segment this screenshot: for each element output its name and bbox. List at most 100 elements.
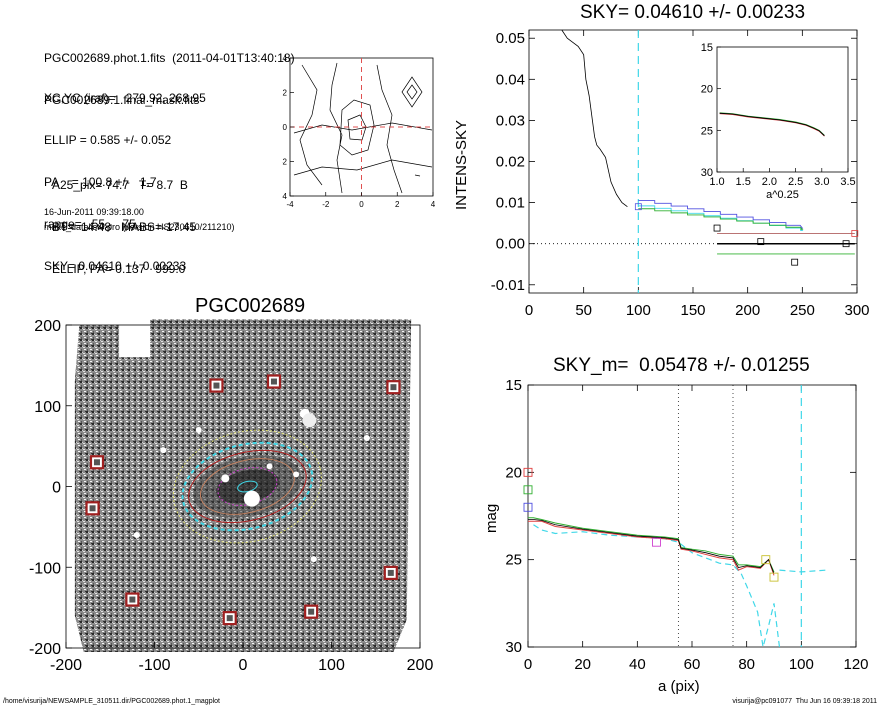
star-marker-core [308,608,315,615]
star-marker-core [89,505,96,512]
y-tick-label: 0.05 [496,30,525,47]
y-tick-label: 0.01 [496,195,525,212]
header-line: PGC002689.phot.1.fits (2011-04-01T13:40:… [44,51,295,65]
mag-title: SKY_m= 0.05478 +/- 0.01255 [553,355,810,376]
mask-blob [243,490,260,507]
x-tick-label: -2 [322,200,330,209]
mask-blob [195,426,202,433]
x-tick-label: 0 [524,656,532,673]
footer-user: visurija@pc091077 Thu Jun 16 09:39:18 20… [732,698,877,705]
red-profile [528,520,775,576]
data-box [713,224,721,232]
cyan-extension [779,569,826,573]
contour-line [401,76,423,108]
header-line: PGC002689.1.final_mask.fits [44,93,200,107]
program-version: make_datalist0.pro (version HS230610/211… [44,222,235,232]
x-tick-label: -200 [50,657,82,674]
contour-line [406,84,418,100]
y-tick-label: 25 [505,552,522,569]
inset-x-tick-label: 1.5 [736,176,751,188]
data-box [652,537,661,547]
star-marker-core [390,384,397,391]
contour-ticks: -4 -2 0 2 4 4 2 0 -2 -4 [282,55,436,209]
contour-line [347,114,367,141]
y-tick-label: 0.04 [496,71,525,88]
x-tick-label: 50 [575,302,592,319]
cyan-profile [533,524,781,648]
intens-ylabel: INTENS-SKY [453,119,470,210]
inset-x-tick-label: 2.0 [762,176,777,188]
contour-line [293,122,433,134]
isophote-ellipse [172,429,322,544]
star-marker-core [270,378,277,385]
y-tick-label: -4 [282,192,288,201]
y-tick-label: -0.01 [491,277,525,294]
data-box [842,240,850,248]
mask-blob [293,471,300,478]
y-tick-label: 0.00 [496,236,525,253]
x-tick-label: 300 [844,302,869,319]
x-tick-label: 2 [395,200,400,209]
contour-line [339,99,375,156]
x-tick-label: 0 [239,657,248,674]
inset-y-tick-label: 30 [701,167,713,179]
y-tick-label: -100 [29,560,61,577]
isophote-ellipse [217,467,278,506]
data-box [523,502,533,512]
header-fit-params: XC,YC (iraf)= 279.92, 268.95 ELLIP = 0.5… [44,63,206,287]
inset-y-tick-label: 25 [701,125,713,137]
x-tick-label: -100 [138,657,170,674]
x-tick-label: 0 [525,302,533,319]
x-tick-label: 150 [680,302,705,319]
profile-line [561,29,628,208]
header-line: PA = 100.8 +/- 1.7 [44,175,157,189]
header-line: SKY= 0.04610 +/- 0.00233 [44,259,187,273]
inset-y-tick-label: 15 [701,42,713,54]
y-tick-label: 15 [505,377,522,394]
data-box [523,467,533,477]
star-marker-core [213,382,220,389]
star-marker-core [226,615,233,622]
y-tick-label: 200 [34,318,61,335]
star-marker-core [129,596,136,603]
image-title: PGC002689 [195,295,306,317]
data-box [634,203,642,211]
y-tick-label: 0 [52,480,61,497]
intens-title: SKY= 0.04610 +/- 0.00233 [580,2,806,23]
data-box [523,485,533,495]
y-tick-label: 30 [505,639,522,656]
footer-path: /home/visurija/NEWSAMPLE_310511.dir/PGC0… [3,698,220,705]
x-tick-label: 200 [735,302,760,319]
inset-y-tick-label: 20 [701,84,713,96]
header-line: BT= 14.48 MABS=-17.45 [52,220,197,234]
header-line: A25_pix= 74.7 T= 8.7 B [52,178,188,192]
x-tick-label: 250 [790,302,815,319]
contour-line [299,64,323,186]
mag-xlabel: a (pix) [658,678,700,695]
y-tick-label: 20 [505,464,522,481]
contour-plot: -4 -2 0 2 4 4 2 0 -2 -4 [282,55,436,209]
inset-x-tick-label: 1.0 [709,176,724,188]
black-profile [528,519,775,574]
header-photometry: A25_pix= 74.7 T= 8.7 B BT= 14.48 MABS=-1… [52,150,196,290]
inset-x-tick-label: 3.0 [814,176,829,188]
x-tick-label: 60 [684,656,701,673]
y-tick-label: 0 [283,123,288,132]
header-file-lines: PGC002689.phot.1.fits (2011-04-01T13:40:… [44,23,295,121]
x-tick-label: 100 [626,302,651,319]
data-box [851,230,859,237]
mask-blob [133,531,140,538]
y-tick-label: 2 [283,89,288,98]
header-line: range= 55.- 75. [44,217,140,231]
inset-x-tick-label: 3.5 [840,176,855,188]
header-line: ELLIP = 0.585 +/- 0.052 [44,133,172,147]
x-tick-label: 120 [843,656,868,673]
y-tick-label: -200 [29,641,61,658]
mask-blob [221,474,230,483]
mask-blob [310,556,317,563]
data-box [761,555,771,565]
contour-line [414,174,421,177]
mask-blob [160,447,167,454]
star-marker-core [93,459,100,466]
x-tick-label: 4 [431,200,436,209]
